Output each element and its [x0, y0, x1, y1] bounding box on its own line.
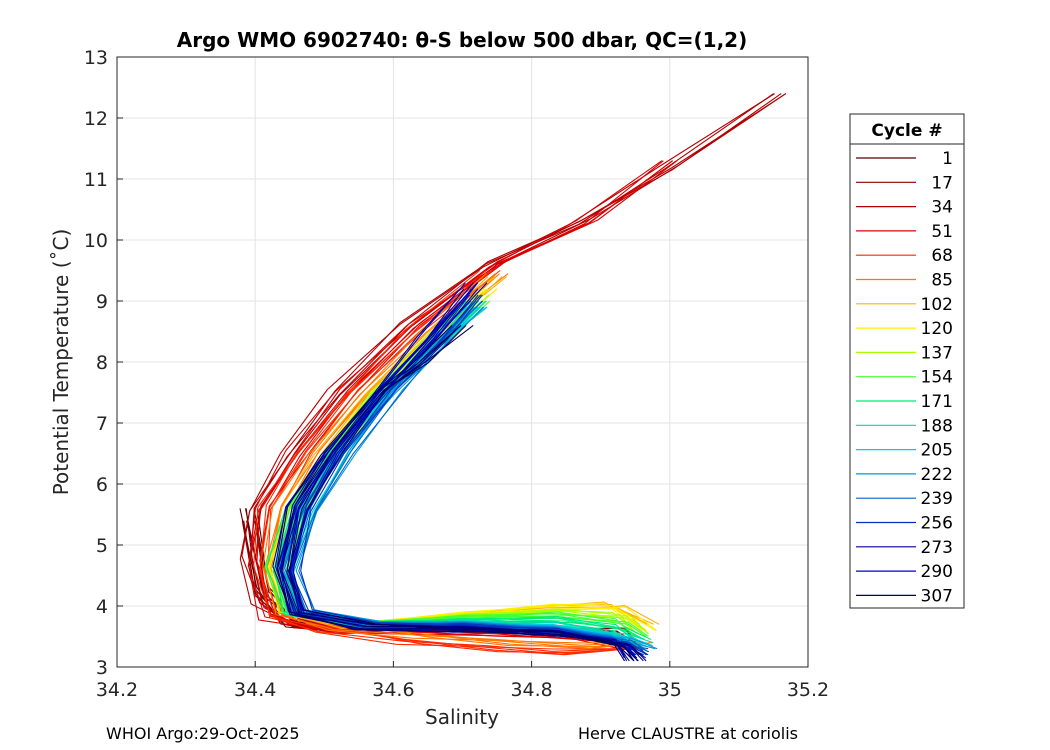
series-line-cycle-51: [248, 160, 663, 650]
y-tick-label: 11: [84, 169, 108, 191]
x-tick-label: 34.6: [372, 679, 414, 701]
x-tick-label: 34.4: [234, 679, 276, 701]
legend-label-cycle-222: 222: [921, 465, 953, 485]
legend-label-cycle-1: 1: [942, 149, 953, 169]
series-line-cycle-68: [258, 270, 631, 655]
x-axis-label: Salinity: [425, 705, 499, 729]
y-tick-label: 8: [96, 352, 108, 374]
legend-label-cycle-51: 51: [931, 222, 953, 242]
y-tick-label: 6: [96, 474, 108, 496]
legend-label-cycle-17: 17: [931, 173, 953, 193]
x-tick-label: 34.8: [510, 679, 552, 701]
data-series: [239, 93, 787, 662]
grid-lines: [116, 56, 809, 668]
series-line-cycle-239: [284, 300, 638, 653]
y-tick-label: 10: [84, 230, 108, 252]
legend-label-cycle-85: 85: [931, 271, 953, 291]
legend-label-cycle-102: 102: [921, 295, 953, 315]
legend-title: Cycle #: [871, 121, 942, 141]
legend-label-cycle-171: 171: [921, 392, 953, 412]
footer-left: WHOI Argo:29-Oct-2025: [106, 724, 300, 743]
legend-label-cycle-256: 256: [921, 514, 953, 534]
y-tick-label: 4: [96, 596, 108, 618]
legend-label-cycle-188: 188: [921, 416, 953, 436]
y-axis-label: Potential Temperature (˚C): [49, 229, 73, 496]
legend-label-cycle-137: 137: [921, 343, 953, 363]
y-tick-label: 5: [96, 535, 108, 557]
x-tick-label: 35.2: [787, 679, 829, 701]
series-line-cycle-307: [288, 324, 647, 662]
legend: Cycle # 1 17 34 51 68 85 102 120 137 154 171 188 205…: [849, 113, 965, 609]
series-line-cycle-85: [264, 273, 641, 646]
legend-label-cycle-205: 205: [921, 441, 953, 461]
legend-label-cycle-307: 307: [921, 586, 953, 606]
y-tick-label: 12: [84, 108, 108, 130]
legend-label-cycle-154: 154: [921, 368, 953, 388]
legend-label-cycle-68: 68: [931, 246, 953, 266]
axis-ticks: 34.2 34.4 34.6 34.8 35 35.2 3 4 5 6 7 8 9 10 11 12 13: [84, 47, 829, 701]
chart-title: Argo WMO 6902740: θ-S below 500 dbar, QC…: [177, 28, 747, 52]
legend-label-cycle-34: 34: [931, 198, 953, 218]
y-tick-label: 3: [96, 657, 108, 679]
y-tick-label: 9: [96, 291, 108, 313]
series-line-cycle-68: [259, 270, 624, 652]
legend-label-cycle-120: 120: [921, 319, 953, 339]
legend-label-cycle-290: 290: [921, 562, 953, 582]
legend-label-cycle-273: 273: [921, 538, 953, 558]
series-line-cycle-68: [253, 270, 619, 650]
y-tick-label: 13: [84, 47, 108, 69]
x-tick-label: 35: [658, 679, 682, 701]
legend-label-cycle-239: 239: [921, 489, 953, 509]
footer-right: Herve CLAUSTRE at coriolis: [578, 724, 798, 743]
x-tick-label: 34.2: [96, 679, 138, 701]
y-tick-label: 7: [96, 413, 108, 435]
